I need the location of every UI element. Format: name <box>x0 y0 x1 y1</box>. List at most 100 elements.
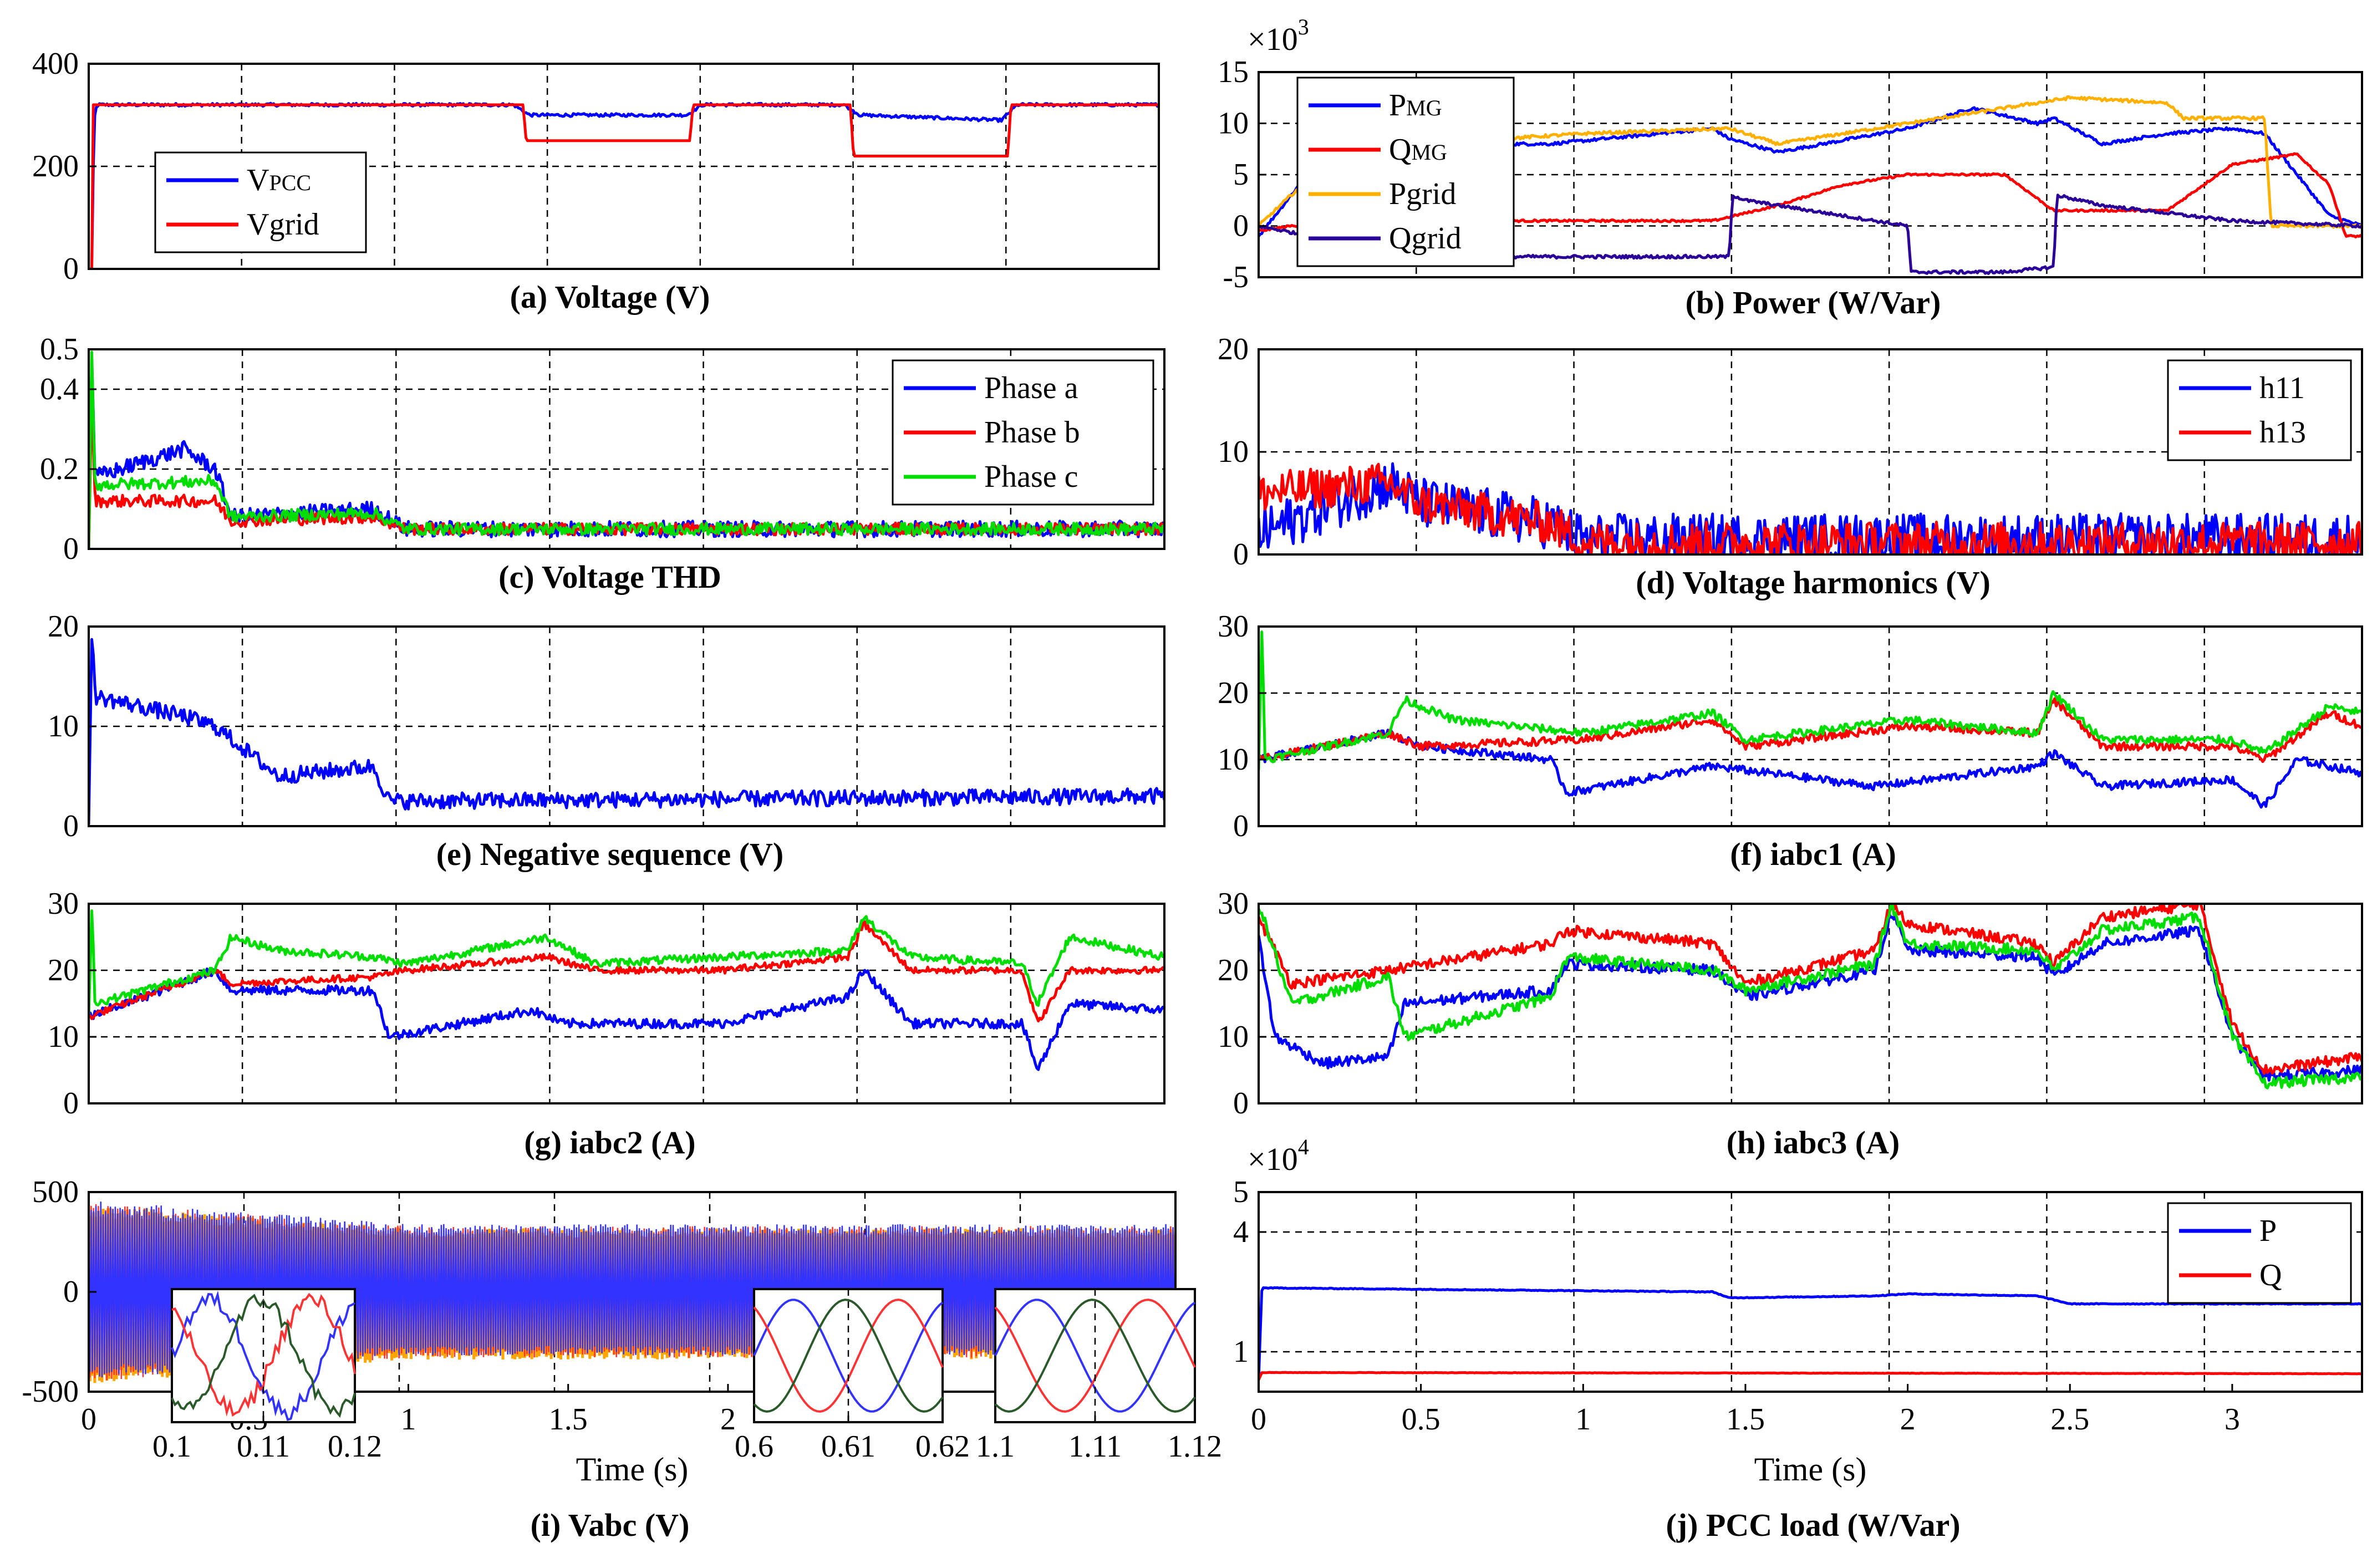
legend-name: P <box>2259 1214 2277 1248</box>
xtick-label: 0.5 <box>1402 1402 1440 1437</box>
plot-frame-g <box>88 903 1165 1104</box>
ytick-label: 20 <box>1218 676 1249 710</box>
panel-h: 0 10 20 30 (h) iabc3 (A) <box>1218 887 2363 1160</box>
ytick-label: 20 <box>1218 332 1249 366</box>
exponent-power: 3 <box>1298 14 1309 39</box>
xtick-label: 1 <box>1575 1402 1591 1437</box>
legend-label: Phase b <box>984 415 1080 450</box>
ytick-label: 0 <box>1233 537 1249 572</box>
legend-box <box>2167 1202 2352 1304</box>
legend-label: Phase c <box>984 460 1078 494</box>
legend-c: Phase a Phase b Phase c <box>892 359 1154 506</box>
plot-area-g <box>89 909 1164 1071</box>
legend-label: Q <box>2259 1258 2282 1292</box>
ytick-label: 30 <box>1218 609 1249 644</box>
legend-label: PMG <box>1389 88 1442 123</box>
ytick-label: 0 <box>63 1275 79 1309</box>
ytick-label: 30 <box>48 887 79 921</box>
x-axis-label: Time (s) <box>576 1451 689 1488</box>
ytick-label: 10 <box>1218 435 1249 469</box>
inset-tick-label: 0.6 <box>735 1429 773 1464</box>
legend-box <box>154 151 367 253</box>
panel-f: 0 10 20 30 (f) iabc1 (A) <box>1218 609 2363 872</box>
legend-subscript: PCC <box>269 170 311 195</box>
panel-caption: (f) iabc1 (A) <box>1730 836 1896 872</box>
ytick-label: 0 <box>1233 1086 1249 1121</box>
legend-label: Phase a <box>984 371 1078 405</box>
xtick-label: 2 <box>720 1402 736 1437</box>
series-ia1 <box>1259 729 2362 809</box>
ytick-label: 15 <box>1218 55 1249 89</box>
ytick-label: 0 <box>63 1086 79 1121</box>
ytick-label: 20 <box>1218 953 1249 987</box>
ytick-label: 30 <box>1218 887 1249 921</box>
legend-name: Q <box>2259 1258 2282 1292</box>
legend-name: Vgrid <box>247 207 319 242</box>
series-ia2 <box>89 967 1164 1071</box>
ytick-label: 10 <box>1218 1020 1249 1054</box>
legend-name: Qgrid <box>1389 221 1462 256</box>
legend-subscript: MG <box>1406 95 1442 120</box>
panel-e: 0 10 20 (e) Negative sequence (V) <box>48 609 1165 872</box>
legend-name: Phase a <box>984 371 1078 405</box>
series-h13 <box>1259 462 2362 554</box>
panel-caption: (e) Negative sequence (V) <box>436 836 784 872</box>
ytick-label: 10 <box>48 709 79 744</box>
legend-name: Q <box>1389 133 1411 167</box>
axis-exponent: ×104 <box>1248 1134 1309 1177</box>
series-ib1 <box>1259 697 2362 763</box>
panel-caption: (c) Voltage THD <box>498 559 721 595</box>
ytick-label: 10 <box>48 1020 79 1054</box>
inset-tick-label: 1.12 <box>1168 1429 1222 1464</box>
legend-name: h11 <box>2259 371 2305 405</box>
legend-label: Qgrid <box>1389 221 1462 256</box>
inset-0: 0.1 0.11 0.12 <box>152 1288 382 1464</box>
legend-label: Pgrid <box>1389 177 1456 211</box>
grid-h <box>1259 904 2362 1103</box>
axis-exponent: ×103 <box>1248 14 1309 57</box>
panel-caption: (a) Voltage (V) <box>510 279 710 315</box>
xtick-label: 2.5 <box>2050 1402 2089 1437</box>
ytick-label: 400 <box>32 47 79 81</box>
inset-tick-label: 1.11 <box>1068 1429 1122 1464</box>
legend-j: PQ <box>2167 1202 2352 1304</box>
ytick-label: 200 <box>32 149 79 184</box>
series-phase-c <box>89 350 1164 549</box>
inset-wave <box>753 1299 944 1413</box>
ytick-label: 500 <box>32 1175 79 1209</box>
inset-2: 1.1 1.11 1.12 <box>976 1288 1222 1464</box>
legend-label: h11 <box>2259 371 2305 405</box>
legend-label: P <box>2259 1214 2277 1248</box>
panel-caption: (d) Voltage harmonics (V) <box>1636 564 1991 600</box>
ytick-label: 0.5 <box>40 332 79 366</box>
xtick-label: 0 <box>1251 1402 1266 1437</box>
ytick-label: 0.4 <box>40 372 79 406</box>
inset-tick-label: 0.1 <box>152 1429 191 1464</box>
series-vgrid <box>89 103 1159 269</box>
ytick-label: 0 <box>63 532 79 566</box>
panel-caption: (h) iabc3 (A) <box>1727 1124 1900 1160</box>
legend-label: QMG <box>1389 133 1447 167</box>
inset-tick-label: 0.11 <box>237 1429 290 1464</box>
ytick-label: 20 <box>48 953 79 987</box>
panel-caption: (b) Power (W/Var) <box>1686 284 1941 320</box>
xtick-label: 1 <box>400 1402 416 1437</box>
series-ib2 <box>89 920 1164 1022</box>
series-ic2 <box>89 909 1164 1015</box>
legend-name: V <box>247 163 269 197</box>
panel-caption: (g) iabc2 (A) <box>524 1124 695 1160</box>
ytick-label: 10 <box>1218 742 1249 777</box>
inset-wave <box>994 1299 1196 1413</box>
ytick-label: 10 <box>1218 106 1249 141</box>
legend-name: P <box>1389 88 1406 123</box>
plot-area-f <box>1259 630 2362 809</box>
ytick-label: 20 <box>48 609 79 644</box>
plot-area-i <box>89 1202 1175 1383</box>
xtick-label: 0 <box>81 1402 96 1437</box>
exponent-base: ×10 <box>1248 1141 1298 1177</box>
exponent-base: ×10 <box>1248 21 1298 57</box>
